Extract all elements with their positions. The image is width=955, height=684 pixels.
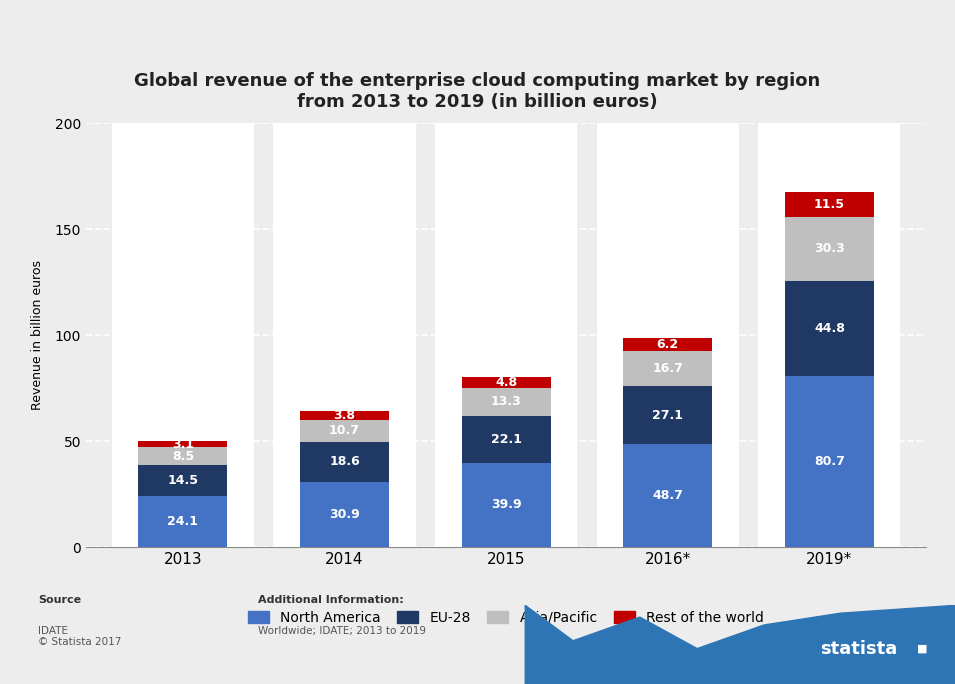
Bar: [273, 123, 415, 547]
Bar: [461, 378, 551, 388]
Bar: [758, 123, 901, 547]
Bar: [785, 192, 874, 217]
Text: 48.7: 48.7: [652, 489, 683, 502]
Text: 18.6: 18.6: [329, 456, 360, 469]
Bar: [785, 281, 874, 376]
Text: 16.7: 16.7: [652, 363, 683, 376]
Bar: [624, 386, 712, 444]
Bar: [624, 338, 712, 351]
Bar: [300, 419, 389, 443]
Bar: [435, 123, 577, 547]
Legend: North America, EU-28, Asia/Pacific, Rest of the world: North America, EU-28, Asia/Pacific, Rest…: [243, 605, 770, 630]
Text: 14.5: 14.5: [167, 474, 199, 487]
Text: 3.8: 3.8: [333, 409, 355, 422]
Text: ■: ■: [917, 644, 927, 654]
Text: 39.9: 39.9: [491, 499, 521, 512]
Text: 22.1: 22.1: [491, 433, 521, 446]
Text: 8.5: 8.5: [172, 450, 194, 463]
Bar: [138, 440, 227, 447]
Bar: [138, 447, 227, 465]
Bar: [461, 462, 551, 547]
Bar: [624, 444, 712, 547]
Text: 10.7: 10.7: [329, 424, 360, 437]
Bar: [112, 123, 254, 547]
Text: statista: statista: [820, 640, 898, 657]
Text: 27.1: 27.1: [652, 409, 683, 422]
Text: 30.3: 30.3: [814, 242, 845, 255]
Text: Worldwide; IDATE; 2013 to 2019: Worldwide; IDATE; 2013 to 2019: [258, 626, 426, 636]
Text: 44.8: 44.8: [814, 322, 845, 335]
Text: IDATE
© Statista 2017: IDATE © Statista 2017: [38, 626, 121, 648]
Bar: [138, 465, 227, 496]
Text: 3.1: 3.1: [172, 438, 194, 451]
Bar: [597, 123, 739, 547]
Text: 30.9: 30.9: [329, 508, 360, 521]
Bar: [138, 496, 227, 547]
Text: 24.1: 24.1: [167, 515, 199, 528]
Bar: [300, 443, 389, 482]
Bar: [300, 412, 389, 419]
Text: 4.8: 4.8: [495, 376, 518, 389]
Text: 11.5: 11.5: [814, 198, 845, 211]
Text: 13.3: 13.3: [491, 395, 521, 408]
Bar: [785, 376, 874, 547]
Bar: [461, 388, 551, 416]
Text: Source: Source: [38, 595, 81, 605]
Bar: [300, 482, 389, 547]
Polygon shape: [525, 605, 955, 684]
Bar: [785, 217, 874, 281]
Text: 80.7: 80.7: [814, 455, 845, 468]
Bar: [461, 416, 551, 462]
Bar: [624, 351, 712, 386]
Y-axis label: Revenue in billion euros: Revenue in billion euros: [31, 260, 44, 410]
Text: 6.2: 6.2: [657, 338, 679, 351]
Text: Additional Information:: Additional Information:: [258, 595, 404, 605]
Text: Global revenue of the enterprise cloud computing market by region
from 2013 to 2: Global revenue of the enterprise cloud c…: [135, 72, 820, 111]
